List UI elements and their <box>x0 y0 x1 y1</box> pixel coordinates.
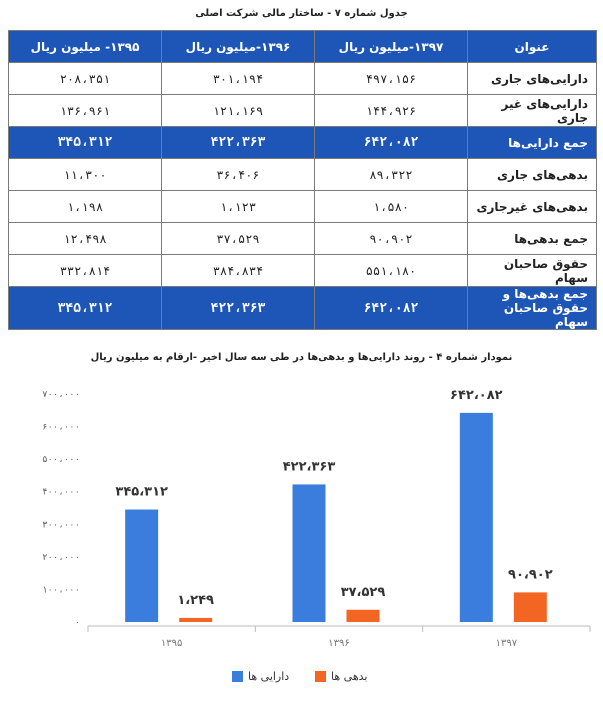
row-label: دارایی‌های جاری <box>467 62 597 95</box>
cell-value: ۳۴۵،۳۱۲ <box>8 126 162 159</box>
x-tick-label: ۱۳۹۵ <box>161 638 182 649</box>
liabilities-bar <box>346 609 380 622</box>
cell-value: ۳۷،۵۲۹ <box>161 222 315 255</box>
cell-value: ۴۲۲،۳۶۳ <box>161 286 315 330</box>
cell-value: ۴۹۷،۱۵۶ <box>314 62 468 95</box>
cell-value: ۹۰،۹۰۲ <box>314 222 468 255</box>
table-total-row: جمع دارایی‌ها ۶۴۲،۰۸۲ ۴۲۲،۳۶۳ ۳۴۵،۳۱۲ <box>8 126 597 159</box>
cell-value: ۳۸۴،۸۳۴ <box>161 254 315 287</box>
header-title: عنوان <box>467 30 597 63</box>
data-label: ۶۴۲،۰۸۲ <box>450 388 503 403</box>
assets-bar <box>459 412 493 622</box>
assets-bar <box>125 509 159 622</box>
x-tick-label: ۱۳۹۶ <box>328 638 349 649</box>
cell-value: ۴۲۲،۳۶۳ <box>161 126 315 159</box>
y-tick-label: ۳۰۰،۰۰۰ <box>42 520 80 530</box>
cell-value: ۱،۱۹۸ <box>8 190 162 223</box>
row-label: بدهی‌های غیرجاری <box>467 190 597 223</box>
cell-value: ۱۲۱،۱۶۹ <box>161 94 315 127</box>
financial-structure-table: عنوان ۱۳۹۷-میلیون ریال ۱۳۹۶-میلیون ریال … <box>8 30 597 330</box>
cell-value: ۶۴۲،۰۸۲ <box>314 126 468 159</box>
cell-value: ۱۴۴،۹۲۶ <box>314 94 468 127</box>
cell-value: ۲۰۸،۳۵۱ <box>8 62 162 95</box>
cell-value: ۱۲،۴۹۸ <box>8 222 162 255</box>
legend-swatch-liabilities <box>315 671 326 682</box>
y-tick-label: ۶۰۰،۰۰۰ <box>42 423 80 433</box>
y-tick-label: ۵۰۰،۰۰۰ <box>42 455 80 465</box>
data-label: ۳۷،۵۲۹ <box>341 585 386 600</box>
row-label: حقوق صاحبان سهام <box>467 254 597 287</box>
table-row: جمع بدهی‌ها ۹۰،۹۰۲ ۳۷،۵۲۹ ۱۲،۴۹۸ <box>8 222 597 255</box>
cell-value: ۶۴۲،۰۸۲ <box>314 286 468 330</box>
data-label: ۹۰،۹۰۲ <box>508 567 553 582</box>
cell-value: ۳۶،۴۰۶ <box>161 158 315 191</box>
chart-caption: نمودار شماره ۴ - روند دارایی‌ها و بدهی‌ه… <box>90 352 513 363</box>
header-1395: ۱۳۹۵- میلیون ریال <box>8 30 162 63</box>
table-row: حقوق صاحبان سهام ۵۵۱،۱۸۰ ۳۸۴،۸۳۴ ۳۳۲،۸۱۴ <box>8 254 597 287</box>
cell-value: ۱۱،۳۰۰ <box>8 158 162 191</box>
assets-liabilities-bar-chart: ۰ ۱۰۰،۰۰۰ ۲۰۰،۰۰۰ ۳۰۰،۰۰۰ ۴۰۰،۰۰۰ ۵۰۰،۰۰۰ ۶۰۰،… <box>42 388 591 683</box>
row-label: جمع بدهی‌ها <box>467 222 597 255</box>
cell-value: ۳۳۲،۸۱۴ <box>8 254 162 287</box>
data-label: ۱،۲۴۹ <box>177 593 214 608</box>
y-tick-label: ۲۰۰،۰۰۰ <box>42 553 80 563</box>
header-1397: ۱۳۹۷-میلیون ریال <box>314 30 468 63</box>
header-1396: ۱۳۹۶-میلیون ریال <box>161 30 315 63</box>
table-header-row: عنوان ۱۳۹۷-میلیون ریال ۱۳۹۶-میلیون ریال … <box>8 30 597 63</box>
cell-value: ۳۴۵،۳۱۲ <box>8 286 162 330</box>
data-label: ۴۲۲،۳۶۳ <box>283 459 336 474</box>
cell-value: ۱۳۶،۹۶۱ <box>8 94 162 127</box>
table-row: دارایی‌های غیر جاری ۱۴۴،۹۲۶ ۱۲۱،۱۶۹ ۱۳۶،۹۶۱ <box>8 94 597 127</box>
row-label: جمع بدهی‌ها و حقوق صاحبان سهام <box>467 286 597 330</box>
liabilities-bar <box>179 617 213 622</box>
assets-bar <box>292 484 326 622</box>
table-row: بدهی‌های جاری ۸۹،۳۲۲ ۳۶،۴۰۶ ۱۱،۳۰۰ <box>8 158 597 191</box>
table-row: دارایی‌های جاری ۴۹۷،۱۵۶ ۳۰۱،۱۹۴ ۲۰۸،۳۵۱ <box>8 62 597 95</box>
y-tick-label: ۷۰۰،۰۰۰ <box>42 390 80 400</box>
legend-label-assets: دارایی ها <box>248 670 289 683</box>
row-label: دارایی‌های غیر جاری <box>467 94 597 127</box>
y-tick-label: ۱۰۰،۰۰۰ <box>42 585 80 595</box>
cell-value: ۱،۵۸۰ <box>314 190 468 223</box>
y-tick-label: ۴۰۰،۰۰۰ <box>42 488 80 498</box>
table-total-row: جمع بدهی‌ها و حقوق صاحبان سهام ۶۴۲،۰۸۲ ۴۲۲… <box>8 286 597 330</box>
legend-swatch-assets <box>232 671 243 682</box>
x-tick-label: ۱۳۹۷ <box>496 638 518 649</box>
table-row: بدهی‌های غیرجاری ۱،۵۸۰ ۱،۱۲۳ ۱،۱۹۸ <box>8 190 597 223</box>
data-label: ۳۴۵،۳۱۲ <box>115 485 168 500</box>
liabilities-bar <box>513 592 547 622</box>
row-label: بدهی‌های جاری <box>467 158 597 191</box>
cell-value: ۳۰۱،۱۹۴ <box>161 62 315 95</box>
cell-value: ۸۹،۳۲۲ <box>314 158 468 191</box>
y-tick-label: ۰ <box>75 618 80 628</box>
table-caption: جدول شماره ۷ - ساختار مالی شرکت اصلی <box>195 8 408 19</box>
row-label: جمع دارایی‌ها <box>467 126 597 159</box>
legend-label-liabilities: بدهی ها <box>331 670 367 683</box>
cell-value: ۱،۱۲۳ <box>161 190 315 223</box>
cell-value: ۵۵۱،۱۸۰ <box>314 254 468 287</box>
